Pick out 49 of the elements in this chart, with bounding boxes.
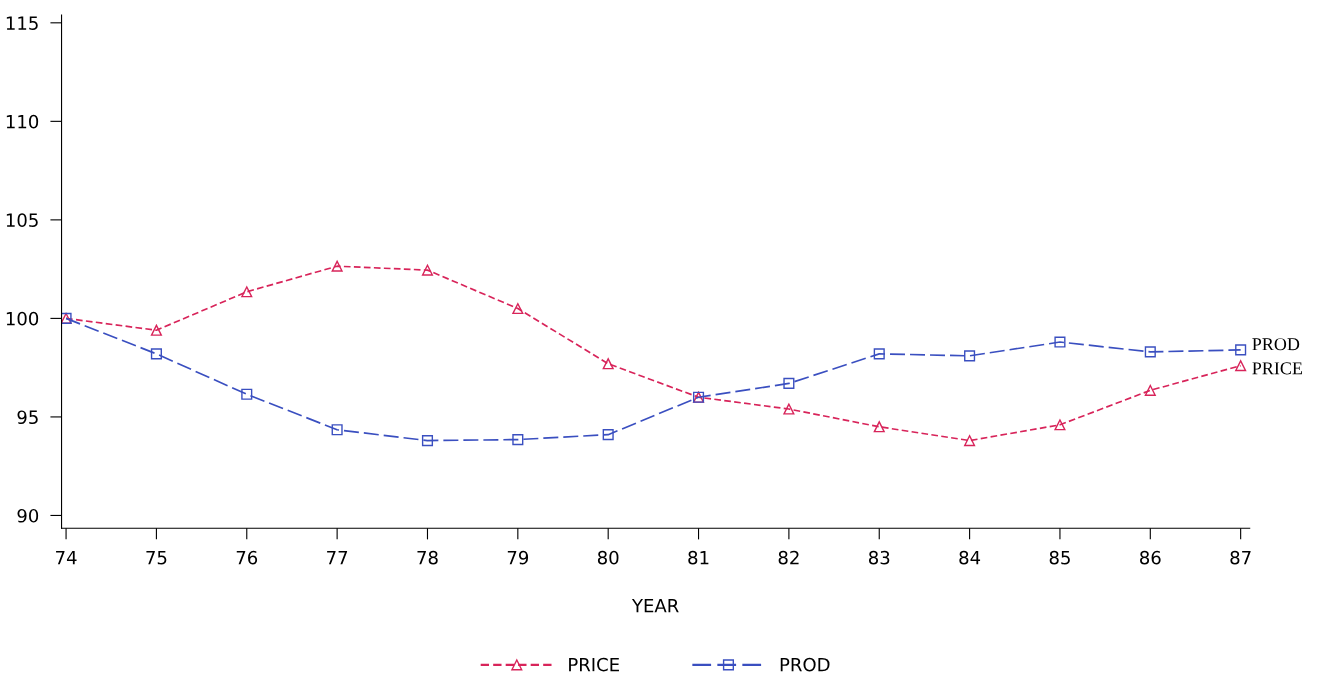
point [150, 324, 162, 336]
point [241, 388, 253, 400]
point [421, 435, 434, 447]
x-axis-title: YEAR [631, 599, 679, 613]
text: PRICE [1252, 362, 1303, 375]
x-tick-label: 82 [778, 550, 799, 565]
x-tick-label: 81 [688, 550, 709, 565]
point [1144, 346, 1156, 358]
point [873, 348, 885, 360]
point [1235, 360, 1247, 372]
x-tick-label: 79 [507, 550, 529, 565]
x-tick-label: 78 [417, 550, 438, 565]
point [241, 286, 253, 298]
x-tick-label: 85 [1049, 550, 1070, 565]
y-tick-label: 115 [6, 16, 38, 30]
legend-label: PROD [780, 657, 830, 672]
y-tick-label: 110 [6, 114, 39, 129]
point [512, 434, 524, 446]
x-tick-label: 77 [327, 551, 348, 565]
y-tick-label: 100 [6, 311, 39, 326]
text: PROD [1252, 338, 1300, 351]
y-tick-label: 105 [6, 213, 38, 227]
point [964, 435, 976, 447]
point [331, 260, 343, 272]
point [1054, 419, 1066, 431]
point [331, 424, 343, 436]
y-tick-label: 95 [17, 410, 38, 425]
point [1235, 344, 1247, 356]
point [421, 264, 434, 276]
point [512, 302, 524, 315]
point [1054, 336, 1066, 348]
x-tick-label: 74 [56, 551, 77, 565]
point [1144, 384, 1156, 396]
legend-label: PRICE [569, 657, 619, 672]
x-tick-label: 87 [1230, 550, 1251, 565]
y-tick-label: 90 [17, 508, 39, 523]
point [873, 421, 885, 433]
point [150, 348, 162, 360]
x-tick-label: 76 [236, 550, 258, 565]
point [602, 429, 614, 441]
point [964, 350, 976, 362]
x-tick-label: 75 [146, 551, 167, 565]
point [602, 358, 614, 370]
x-tick-label: 80 [597, 550, 619, 565]
point [783, 403, 795, 415]
x-tick-label: 86 [1140, 550, 1161, 565]
x-tick-label: 83 [868, 550, 890, 565]
x-tick-label: 84 [959, 550, 981, 565]
point [783, 377, 795, 389]
